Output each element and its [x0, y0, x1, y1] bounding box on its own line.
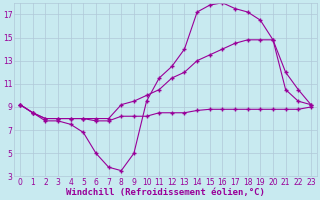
X-axis label: Windchill (Refroidissement éolien,°C): Windchill (Refroidissement éolien,°C) [66, 188, 265, 197]
